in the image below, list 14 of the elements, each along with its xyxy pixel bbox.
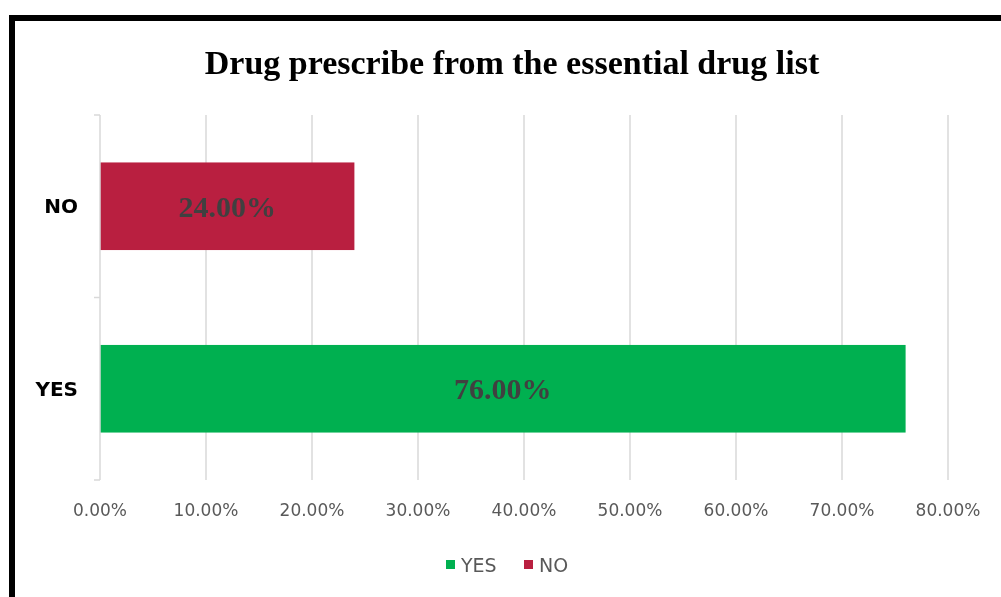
legend-label: NO [539, 553, 569, 576]
x-tick-label: 30.00% [385, 500, 451, 520]
x-tick-label: 80.00% [915, 500, 981, 520]
x-tick-label: 20.00% [279, 500, 345, 520]
x-tick-label: 60.00% [703, 500, 769, 520]
legend-label: YES [460, 553, 497, 576]
chart-title: Drug prescribe from the essential drug list [204, 43, 820, 81]
data-label: 76.00% [454, 372, 552, 406]
x-tick-label: 70.00% [809, 500, 875, 520]
x-tick-label: 0.00% [72, 500, 128, 520]
data-label: 24.00% [178, 189, 276, 223]
x-tick-label: 50.00% [597, 500, 663, 520]
x-tick-label: 40.00% [491, 500, 557, 520]
x-tick-label: 10.00% [173, 500, 239, 520]
